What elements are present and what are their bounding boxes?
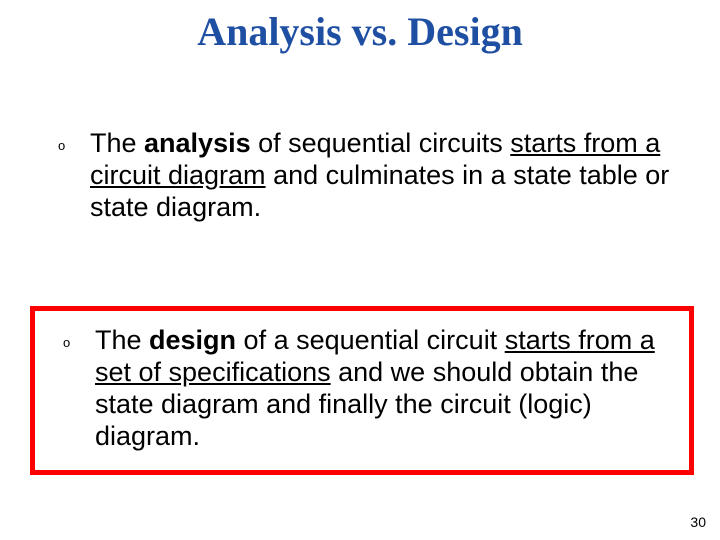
slide-title: Analysis vs. Design xyxy=(0,0,720,55)
b2-mid1: of a sequential circuit xyxy=(236,325,505,355)
page-number: 30 xyxy=(690,514,706,530)
bullet-item-1: o The analysis of sequential circuits st… xyxy=(58,128,678,224)
b1-pre: The xyxy=(90,128,144,158)
highlight-box: o The design of a sequential circuit sta… xyxy=(30,306,694,475)
b2-pre: The xyxy=(95,325,149,355)
b1-bold: analysis xyxy=(144,128,251,158)
slide: Analysis vs. Design o The analysis of se… xyxy=(0,0,720,540)
bullet-2-text: The design of a sequential circuit start… xyxy=(95,325,679,452)
b2-bold: design xyxy=(149,325,236,355)
bullet-marker-icon: o xyxy=(63,325,95,350)
bullet-marker-icon: o xyxy=(58,128,90,153)
bullet-item-2: o The design of a sequential circuit sta… xyxy=(63,325,679,452)
b1-mid1: of sequential circuits xyxy=(251,128,511,158)
content-area: o The analysis of sequential circuits st… xyxy=(58,128,678,224)
bullet-1-text: The analysis of sequential circuits star… xyxy=(90,128,678,224)
